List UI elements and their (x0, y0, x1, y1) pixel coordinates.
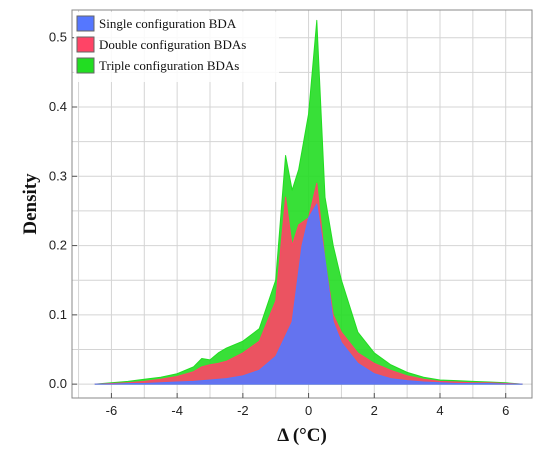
y-tick-label: 0.2 (49, 238, 67, 253)
legend-label-double: Double configuration BDAs (99, 37, 246, 52)
x-axis-label: Δ (°C) (277, 425, 327, 446)
area-single-configuration-bda (94, 203, 523, 385)
x-tick-label: -2 (237, 403, 249, 418)
legend-swatch-single (76, 15, 95, 32)
legend-background (74, 12, 279, 82)
y-tick-label: 0.3 (49, 168, 67, 183)
plot-frame (71, 9, 533, 399)
density-areas (94, 19, 523, 385)
y-tick-label: 0.4 (49, 99, 67, 114)
y-axis-ticks: 0.0 0.1 0.2 0.3 0.4 0.5 (49, 30, 77, 391)
y-tick-label: 0.1 (49, 307, 67, 322)
area-triple-configuration-bdas (94, 19, 523, 385)
legend-swatch-triple (76, 57, 95, 74)
legend-label-triple: Triple configuration BDAs (99, 58, 239, 73)
legend-swatch-double (76, 36, 95, 53)
legend-label-single: Single configuration BDA (99, 16, 237, 31)
x-tick-label: 2 (371, 403, 378, 418)
y-tick-label: 0.5 (49, 30, 67, 45)
x-tick-label: 0 (305, 403, 312, 418)
y-axis-label: Density (20, 173, 41, 235)
x-tick-label: 4 (436, 403, 443, 418)
x-tick-label: -4 (171, 403, 183, 418)
x-axis-ticks: -6 -4 -2 0 2 4 6 (106, 393, 509, 418)
legend: Single configuration BDA Double configur… (74, 12, 279, 82)
x-tick-label: -6 (106, 403, 118, 418)
x-tick-label: 6 (502, 403, 509, 418)
y-tick-label: 0.0 (49, 376, 67, 391)
